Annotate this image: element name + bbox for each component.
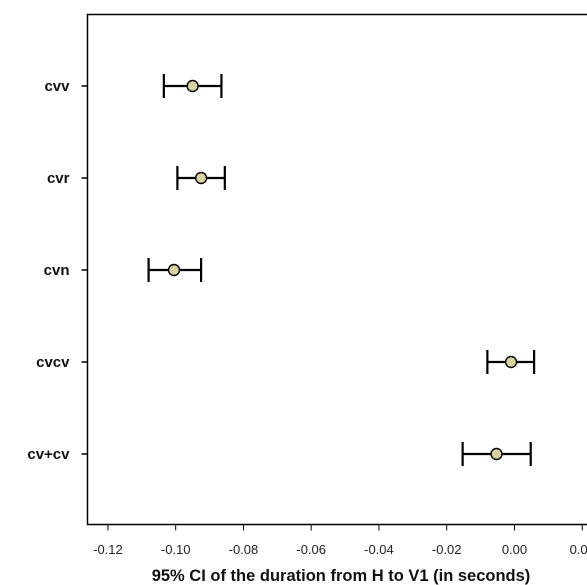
ci-cvcv <box>486 350 536 374</box>
mean-point <box>194 171 208 185</box>
category-label: cvv <box>44 78 70 95</box>
category-label: cvr <box>47 170 70 187</box>
mean-point <box>167 263 181 277</box>
mean-point <box>490 447 503 461</box>
x-axis-title: 95% CI of the duration from H to V1 (in … <box>152 567 531 585</box>
x-tick-label: -0.12 <box>93 542 123 557</box>
x-tick-label: -0.02 <box>432 542 462 557</box>
ci-cvpluscv <box>461 442 532 466</box>
x-axis: -0.12 -0.10 -0.08 -0.06 -0.04 -0.02 0.00 0.02 <box>93 524 587 557</box>
mean-point <box>186 79 199 93</box>
ci-cvv <box>162 74 223 98</box>
category-label: cv+cv <box>27 446 70 463</box>
x-tick-label: -0.10 <box>161 542 191 557</box>
ci-cvr <box>176 166 226 190</box>
ci-cvn <box>147 258 203 282</box>
ci-marks <box>147 74 536 466</box>
x-tick-label: 0.02 <box>570 542 587 557</box>
x-tick-label: -0.06 <box>296 542 326 557</box>
category-label: cvn <box>44 262 70 279</box>
y-axis: cvv cvr cvn cvcv cv+cv <box>27 78 88 463</box>
x-tick-label: -0.04 <box>364 542 394 557</box>
category-label: cvcv <box>36 354 70 371</box>
x-tick-label: 0.00 <box>502 542 527 557</box>
x-tick-label: -0.08 <box>229 542 259 557</box>
mean-point <box>504 355 518 369</box>
